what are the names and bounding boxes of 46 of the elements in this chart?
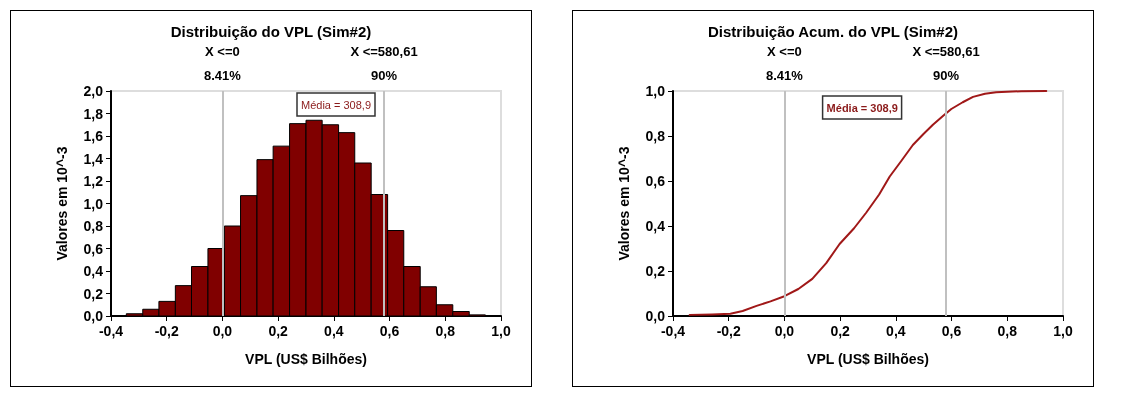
y-tick-label: 1,0 (83, 195, 104, 212)
x-tick-label: -0,2 (716, 323, 741, 339)
y-tick-label: 0,0 (645, 308, 666, 324)
y-tick-label: 1,8 (83, 105, 104, 122)
y-tick-label: 0,2 (83, 285, 104, 302)
y-tick-label: 0,4 (645, 218, 666, 234)
y-tick-label: 0,4 (83, 263, 104, 279)
y-axis-title: Valores em 10^-3 (54, 146, 70, 261)
y-tick-label: 1,4 (83, 150, 104, 167)
x-tick-label: 0,6 (941, 323, 962, 339)
x-tick-label: 0,0 (212, 323, 233, 339)
chart-title: Distribuição do VPL (Sim#2) (170, 23, 372, 40)
y-tick-label: 0,8 (645, 128, 666, 144)
y-tick-label: 0,0 (83, 308, 104, 324)
y-tick-label: 1,2 (83, 173, 104, 189)
ref-line-label: X <=580,61 90% (912, 43, 980, 83)
y-tick-label: 0,6 (83, 240, 104, 257)
x-tick-label: 0,2 (268, 323, 289, 339)
x-tick-label: -0,4 (98, 323, 124, 339)
x-axis-title: VPL (US$ Bilhões) (245, 351, 367, 367)
annotation: Média = 308,9 (301, 98, 372, 111)
y-tick-label: 0,6 (645, 173, 666, 189)
y-tick-label: 1,6 (83, 128, 104, 144)
y-tick-label: 1,0 (645, 83, 666, 99)
x-tick-label: 0,4 (324, 323, 344, 339)
annotation: Média = 308,9 (826, 101, 898, 114)
chart-title: Distribuição Acum. do VPL (Sim#2) (707, 23, 959, 40)
x-tick-label: 0,0 (774, 323, 795, 339)
ref-line-label: X <=580,61 90% (350, 43, 418, 83)
x-tick-label: 0,4 (886, 323, 906, 339)
x-axis-title: VPL (US$ Bilhões) (807, 351, 929, 367)
y-tick-label: 2,0 (83, 83, 104, 99)
x-tick-label: -0,2 (154, 323, 179, 339)
ref-line-label: X <=0 8.41% (765, 43, 804, 83)
x-tick-label: 1,0 (1053, 323, 1073, 339)
y-tick-label: 0,8 (83, 218, 104, 234)
x-tick-label: 0,6 (379, 323, 400, 339)
x-tick-label: 0,2 (830, 323, 851, 339)
y-tick-label: 0,2 (645, 263, 666, 279)
x-tick-label: -0,4 (660, 323, 686, 339)
line-series (688, 90, 1048, 316)
ref-line-label: X <=0 8.41% (203, 43, 242, 83)
x-tick-label: 0,8 (435, 323, 456, 339)
y-axis-title: Valores em 10^-3 (616, 146, 632, 261)
x-tick-label: 1,0 (491, 323, 511, 339)
x-tick-label: 0,8 (997, 323, 1018, 339)
